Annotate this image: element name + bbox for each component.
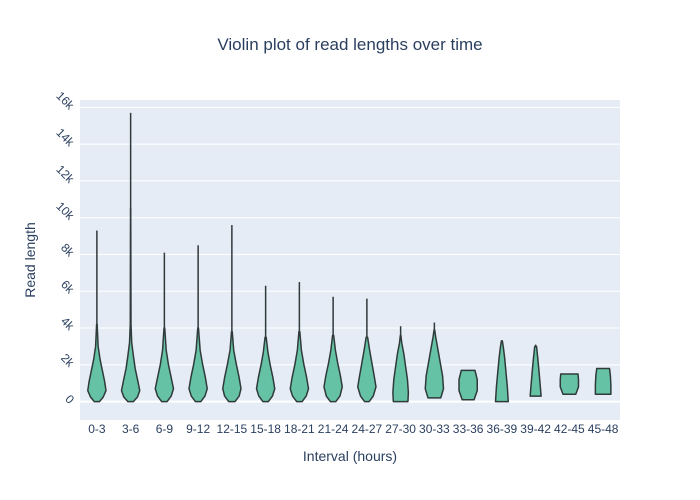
- violin-3-6: [120, 207, 141, 403]
- violin-15-18: [255, 336, 276, 403]
- violin-27-30: [392, 334, 410, 403]
- x-tick-label: 24-27: [352, 422, 383, 436]
- x-tick-label: 30-33: [419, 422, 450, 436]
- violin-33-36: [458, 369, 478, 401]
- x-tick-label: 39-42: [520, 422, 551, 436]
- x-tick-label: 42-45: [554, 422, 585, 436]
- x-tick-label: 15-18: [250, 422, 281, 436]
- x-tick-label: 3-6: [122, 422, 140, 436]
- x-tick-label: 9-12: [186, 422, 210, 436]
- x-tick-label: 36-39: [487, 422, 518, 436]
- x-tick-label: 0-3: [88, 422, 106, 436]
- violin-36-39: [494, 340, 509, 403]
- violin-6-9: [154, 327, 175, 403]
- x-tick-label: 18-21: [284, 422, 315, 436]
- plot-area: [80, 100, 620, 420]
- x-tick-label: 33-36: [453, 422, 484, 436]
- violin-42-45: [559, 373, 580, 395]
- y-axis-title: Read length: [22, 222, 38, 298]
- violin-series: [87, 112, 612, 403]
- x-tick-label: 45-48: [588, 422, 619, 436]
- x-tick-label: 27-30: [385, 422, 416, 436]
- x-tick-label: 21-24: [318, 422, 349, 436]
- violin-9-12: [188, 327, 208, 403]
- x-tick-label: 6-9: [156, 422, 174, 436]
- violin-18-21: [289, 330, 310, 403]
- x-tick-labels: 0-3 3-6 6-9 9-12 12-15 15-18 18-21 21-24 24-27 27…: [88, 422, 619, 436]
- x-tick-label: 12-15: [217, 422, 248, 436]
- grid-lines: [80, 106, 620, 403]
- violin-24-27: [357, 336, 377, 403]
- violin-12-15: [222, 330, 242, 403]
- violin-45-48: [594, 367, 612, 395]
- violin-39-42: [529, 345, 542, 397]
- violin-0-3: [87, 323, 107, 403]
- violin-21-24: [323, 334, 343, 403]
- violin-30-33: [424, 329, 445, 399]
- x-axis-title: Interval (hours): [303, 448, 397, 464]
- chart-title: Violin plot of read lengths over time: [217, 35, 482, 54]
